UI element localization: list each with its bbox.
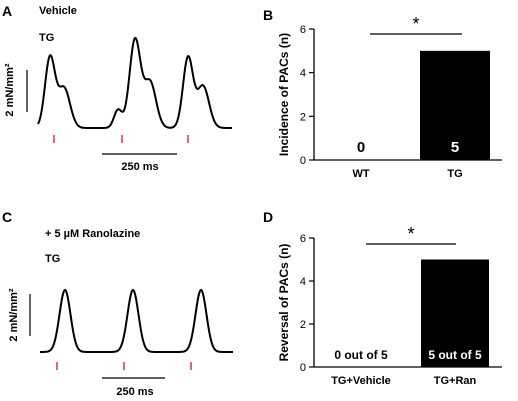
contraction-trace-c [40, 290, 233, 352]
panel-letter-c: C [2, 209, 12, 225]
x-tick-label-d-TG+Ran: TG+Ran [434, 375, 477, 387]
bar-chart-d: 0 2 4 6 Reversal of PACs (n) TG+Vehicle 0 out … [277, 224, 502, 387]
y-tick-label-d-2: 2 [300, 319, 306, 331]
y-tick-label-d-0: 0 [300, 362, 306, 374]
y-tick-label-b-6: 6 [300, 24, 306, 36]
y-tick-label-b-0: 0 [300, 155, 306, 167]
data-label-d-TG+Ran: 5 out of 5 [428, 348, 482, 362]
panel-letter-b: B [263, 7, 273, 23]
data-label-b-TG: 5 [451, 139, 459, 156]
y-tick-label-b-4: 4 [300, 68, 306, 80]
time-scale-label-c: 250 ms [116, 386, 153, 398]
bar-chart-b: 0 2 4 6 Incidence of PACs (n) WT 0 TG 5 * [277, 14, 502, 180]
condition-label-c: + 5 µM Ranolazine [45, 228, 140, 240]
panel-a: A Vehicle TG 2 mN/mm² 250 ms [2, 3, 232, 173]
y-tick-label-d-4: 4 [300, 276, 306, 288]
stimulus-markers-a [54, 135, 188, 143]
panel-d: D 0 2 4 6 Reversal of PACs (n) TG+Vehicle 0 ou… [263, 209, 502, 387]
significance-star-b: * [412, 14, 419, 34]
y-tick-label-b-2: 2 [300, 111, 306, 123]
genotype-label-a: TG [39, 32, 54, 44]
contraction-trace-a [38, 38, 232, 128]
force-scale-label-a: 2 mN/mm² [4, 63, 16, 117]
y-axis-title-b: Incidence of PACs (n) [277, 33, 291, 156]
x-tick-label-b-TG: TG [447, 168, 462, 180]
condition-label-a: Vehicle [39, 5, 77, 17]
y-tick-label-d-6: 6 [300, 233, 306, 245]
force-scale-label-c: 2 mN/mm² [8, 288, 20, 342]
panel-c: C + 5 µM Ranolazine TG 2 mN/mm² 250 ms [2, 209, 233, 398]
y-axis-title-d: Reversal of PACs (n) [277, 244, 291, 362]
data-label-b-WT: 0 [357, 139, 365, 156]
data-label-d-TG+Vehicle: 0 out of 5 [334, 348, 388, 362]
genotype-label-c: TG [45, 253, 60, 265]
time-scale-label-a: 250 ms [121, 161, 158, 173]
x-tick-label-b-WT: WT [352, 168, 369, 180]
stimulus-markers-c [57, 362, 191, 370]
panel-b: B 0 2 4 6 Incidence of PACs (n) WT 0 TG 5 * [263, 7, 502, 180]
x-tick-label-d-TG+Vehicle: TG+Vehicle [331, 375, 391, 387]
significance-star-d: * [407, 224, 414, 244]
panel-letter-a: A [2, 3, 12, 19]
panel-letter-d: D [263, 209, 273, 225]
